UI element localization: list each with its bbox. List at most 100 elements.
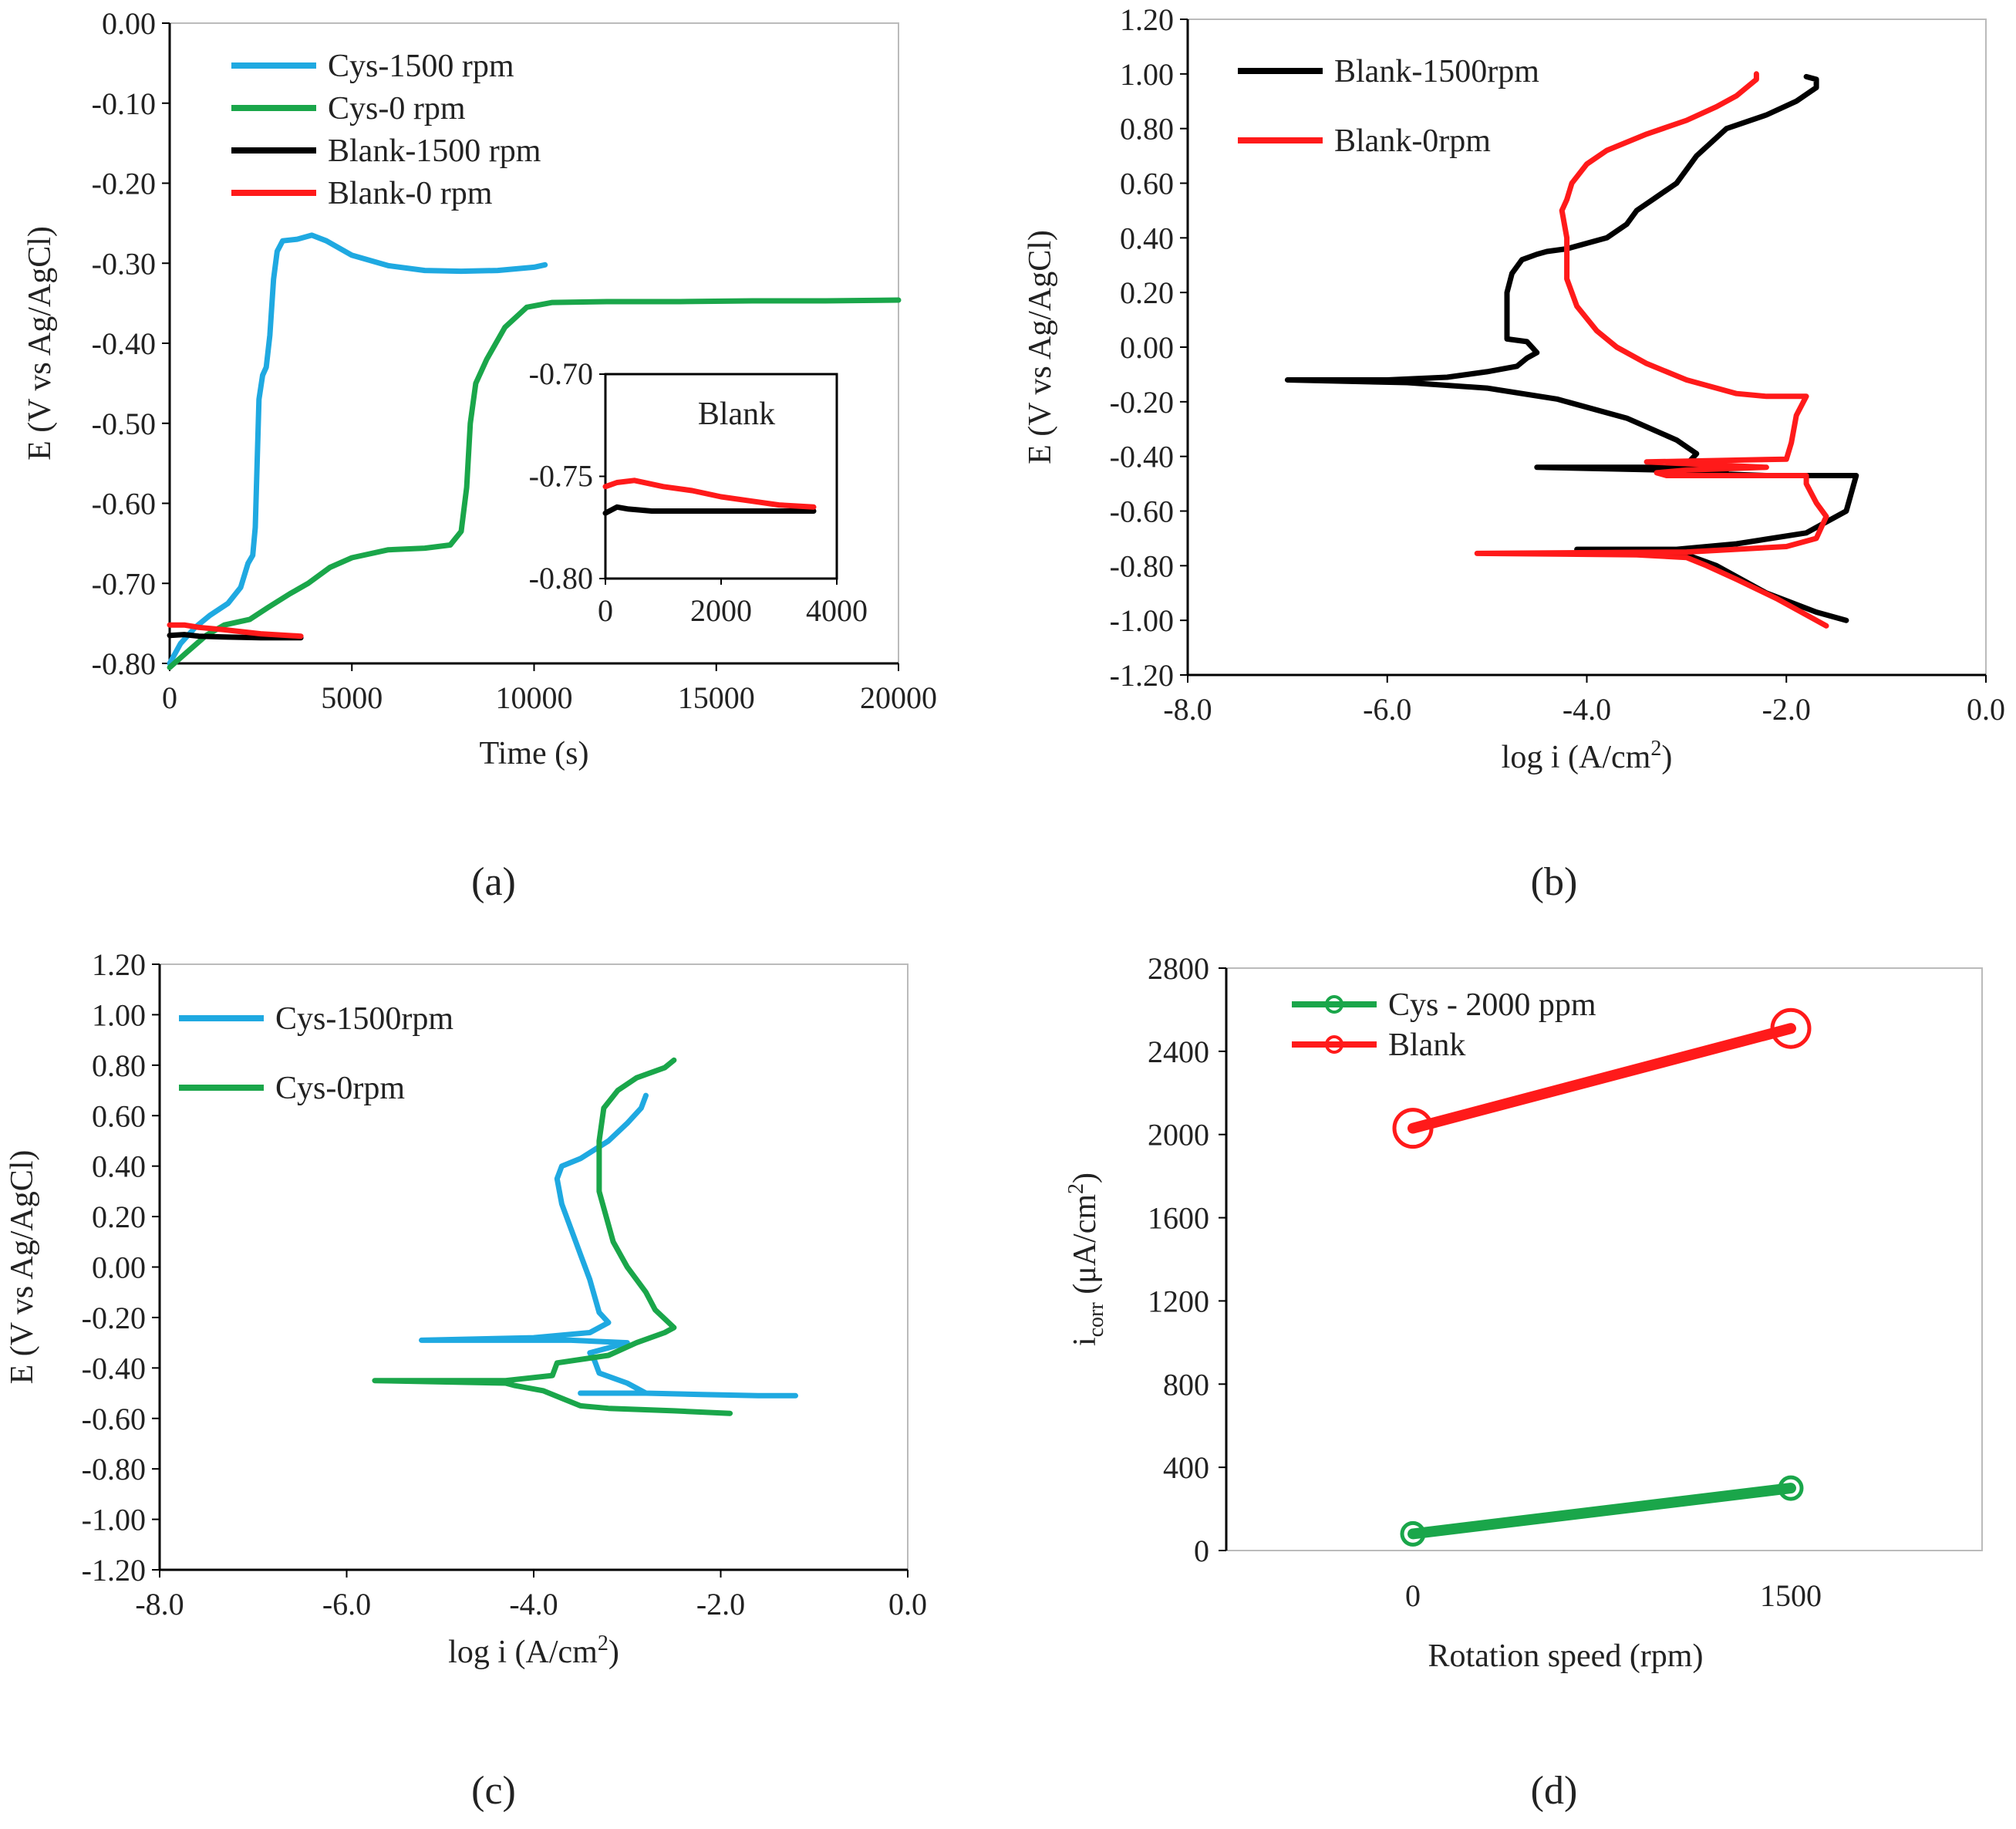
x-axis-title-main: log i (A/cm bbox=[1502, 740, 1651, 775]
y-tick-label: 2000 bbox=[1148, 1118, 1209, 1152]
inset-y-tick-label: -0.80 bbox=[529, 561, 593, 596]
legend-item-2-label: Blank-1500 rpm bbox=[328, 133, 541, 169]
series-line-cys-0-rpm bbox=[167, 297, 902, 670]
plot-frame bbox=[1225, 967, 1983, 1551]
y-tick-label: -1.20 bbox=[82, 1553, 146, 1588]
legend: Blank-1500rpm Blank-0rpm bbox=[1238, 54, 1539, 159]
y-tick-label: 400 bbox=[1163, 1450, 1209, 1485]
y-tick-label: 0.80 bbox=[92, 1048, 146, 1083]
series-line-blank-0-rpm bbox=[167, 622, 304, 639]
inset-frame bbox=[604, 373, 838, 580]
series-line-cys-1500-rpm bbox=[167, 232, 548, 666]
x-axis-title: log i (A/cm2) bbox=[448, 1632, 619, 1670]
y-axis-title: E (V vs Ag/AgCl) bbox=[5, 1150, 40, 1385]
x-tick-label: 5000 bbox=[321, 680, 383, 715]
series-line-cys-1500rpm bbox=[419, 1092, 798, 1399]
series-line-blank-1500-rpm bbox=[167, 632, 304, 641]
legend-item-0-label: Cys - 2000 ppm bbox=[1388, 987, 1596, 1023]
x-axis-title: Rotation speed (rpm) bbox=[1428, 1638, 1704, 1674]
inset-series-line-1 bbox=[602, 477, 817, 510]
legend-item-0-label: Cys-1500 rpm bbox=[328, 49, 514, 84]
y-tick-label: 2400 bbox=[1148, 1034, 1209, 1069]
y-tick-label: 0 bbox=[1194, 1534, 1209, 1568]
x-axis-title-end: ) bbox=[609, 1635, 619, 1670]
y-tick-label: 0.60 bbox=[92, 1098, 146, 1133]
x-tick-label: 10000 bbox=[496, 680, 573, 715]
legend-item-1-label: Cys-0 rpm bbox=[328, 91, 466, 127]
y-tick-label: -0.60 bbox=[82, 1402, 146, 1436]
chart-a: 0.00-0.10-0.20-0.30-0.40-0.50-0.60-0.70-… bbox=[22, 6, 937, 904]
y-tick-label: 0.20 bbox=[1120, 275, 1174, 310]
series-line-blank-1500rpm bbox=[1284, 73, 1859, 623]
inset-x-tick-label: 4000 bbox=[806, 593, 868, 628]
legend: Cys-1500 rpm Cys-0 rpm Blank-1500 rpm Blank… bbox=[231, 49, 541, 211]
data-point-blank bbox=[1770, 1007, 1812, 1049]
y-tick-label: -0.40 bbox=[1110, 440, 1174, 474]
y-tick-label: -1.20 bbox=[1110, 658, 1174, 693]
y-tick-label: 0.00 bbox=[92, 1250, 146, 1285]
y-tick-label: 1.00 bbox=[1120, 57, 1174, 92]
y-tick-label: -0.20 bbox=[92, 167, 156, 201]
x-tick-label: -4.0 bbox=[509, 1587, 558, 1621]
panel-label-a: (a) bbox=[471, 860, 516, 904]
y-tick-label: -0.80 bbox=[1110, 548, 1174, 583]
x-tick-label: -8.0 bbox=[135, 1587, 184, 1621]
legend-item-3-label: Blank-0 rpm bbox=[328, 176, 493, 211]
y-tick-label: 0.20 bbox=[92, 1200, 146, 1234]
panel-label-b: (b) bbox=[1531, 860, 1578, 904]
y-tick-label: -0.50 bbox=[92, 407, 156, 441]
x-tick-label: 0 bbox=[162, 680, 177, 715]
x-tick-label: -6.0 bbox=[1363, 692, 1411, 727]
y-tick-label: 0.00 bbox=[1120, 330, 1174, 365]
chart-d: 2800 2400 2000 1600 1200 800 400 0 0 1500 Rotation… bbox=[1064, 951, 1983, 1813]
y-tick-label: -0.20 bbox=[82, 1301, 146, 1335]
y-axis-title: E (V vs Ag/AgCl) bbox=[1023, 230, 1058, 464]
y-tick-label: 0.40 bbox=[92, 1149, 146, 1184]
x-tick-label: -4.0 bbox=[1563, 692, 1611, 727]
y-axis-title-sub: corr bbox=[1084, 1302, 1108, 1338]
y-tick-label: 0.40 bbox=[1120, 221, 1174, 255]
legend-item-0-marker bbox=[1325, 995, 1343, 1014]
y-axis-title: E (V vs Ag/AgCl) bbox=[22, 226, 58, 461]
legend-item-1-marker bbox=[1325, 1035, 1343, 1054]
legend-item-0-label: Blank-1500rpm bbox=[1334, 54, 1539, 89]
y-tick-label: 0.60 bbox=[1120, 167, 1174, 201]
y-tick-label: -0.80 bbox=[82, 1452, 146, 1486]
x-axis-title-sup: 2 bbox=[598, 1632, 609, 1655]
x-axis-title: log i (A/cm2) bbox=[1502, 737, 1673, 775]
x-tick-label: 15000 bbox=[678, 680, 755, 715]
inset-title: Blank bbox=[698, 397, 775, 432]
panel-label-d: (d) bbox=[1531, 1769, 1578, 1813]
x-tick-label: -8.0 bbox=[1163, 692, 1212, 727]
y-tick-label: 0.00 bbox=[102, 6, 156, 41]
x-tick-label: 20000 bbox=[860, 680, 937, 715]
x-tick-label: 0.0 bbox=[888, 1587, 927, 1621]
y-axis-title-main: i bbox=[1067, 1337, 1103, 1346]
y-tick-label: -0.20 bbox=[1110, 385, 1174, 420]
series-line-cys-0rpm bbox=[372, 1057, 733, 1416]
x-axis-title-main: log i (A/cm bbox=[448, 1635, 598, 1670]
plot-frame bbox=[1187, 19, 1987, 676]
legend-item-1-label: Blank-0rpm bbox=[1334, 123, 1491, 159]
legend: Cys-1500rpm Cys-0rpm bbox=[179, 1001, 453, 1106]
y-tick-label: 1.00 bbox=[92, 997, 146, 1032]
inset-x-tick-label: 2000 bbox=[690, 593, 752, 628]
y-axis-title: icorr (μA/cm2) bbox=[1064, 1173, 1108, 1346]
chart-c: 1.20 1.00 0.80 0.60 0.40 0.20 0.00 -0.20 -0.40 -0… bbox=[5, 947, 927, 1813]
inset-y-tick-label: -0.70 bbox=[529, 356, 593, 391]
y-axis-title-sup: 2 bbox=[1064, 1183, 1088, 1194]
y-axis-title-rest: (μA/cm bbox=[1067, 1194, 1103, 1303]
y-tick-label: -1.00 bbox=[82, 1503, 146, 1537]
y-tick-label: 1200 bbox=[1148, 1284, 1209, 1318]
y-tick-label: -0.30 bbox=[92, 246, 156, 281]
y-tick-label: 1.20 bbox=[92, 947, 146, 982]
data-point-cys-2000-ppm bbox=[1778, 1475, 1804, 1501]
plot-frame bbox=[159, 963, 909, 1571]
x-tick-label: -2.0 bbox=[696, 1587, 745, 1621]
y-tick-label: 1.20 bbox=[1120, 2, 1174, 37]
data-point-blank bbox=[1392, 1108, 1434, 1149]
y-tick-label: 800 bbox=[1163, 1367, 1209, 1402]
series-line-blank-0rpm bbox=[1474, 71, 1829, 629]
y-tick-label: 1600 bbox=[1148, 1201, 1209, 1236]
